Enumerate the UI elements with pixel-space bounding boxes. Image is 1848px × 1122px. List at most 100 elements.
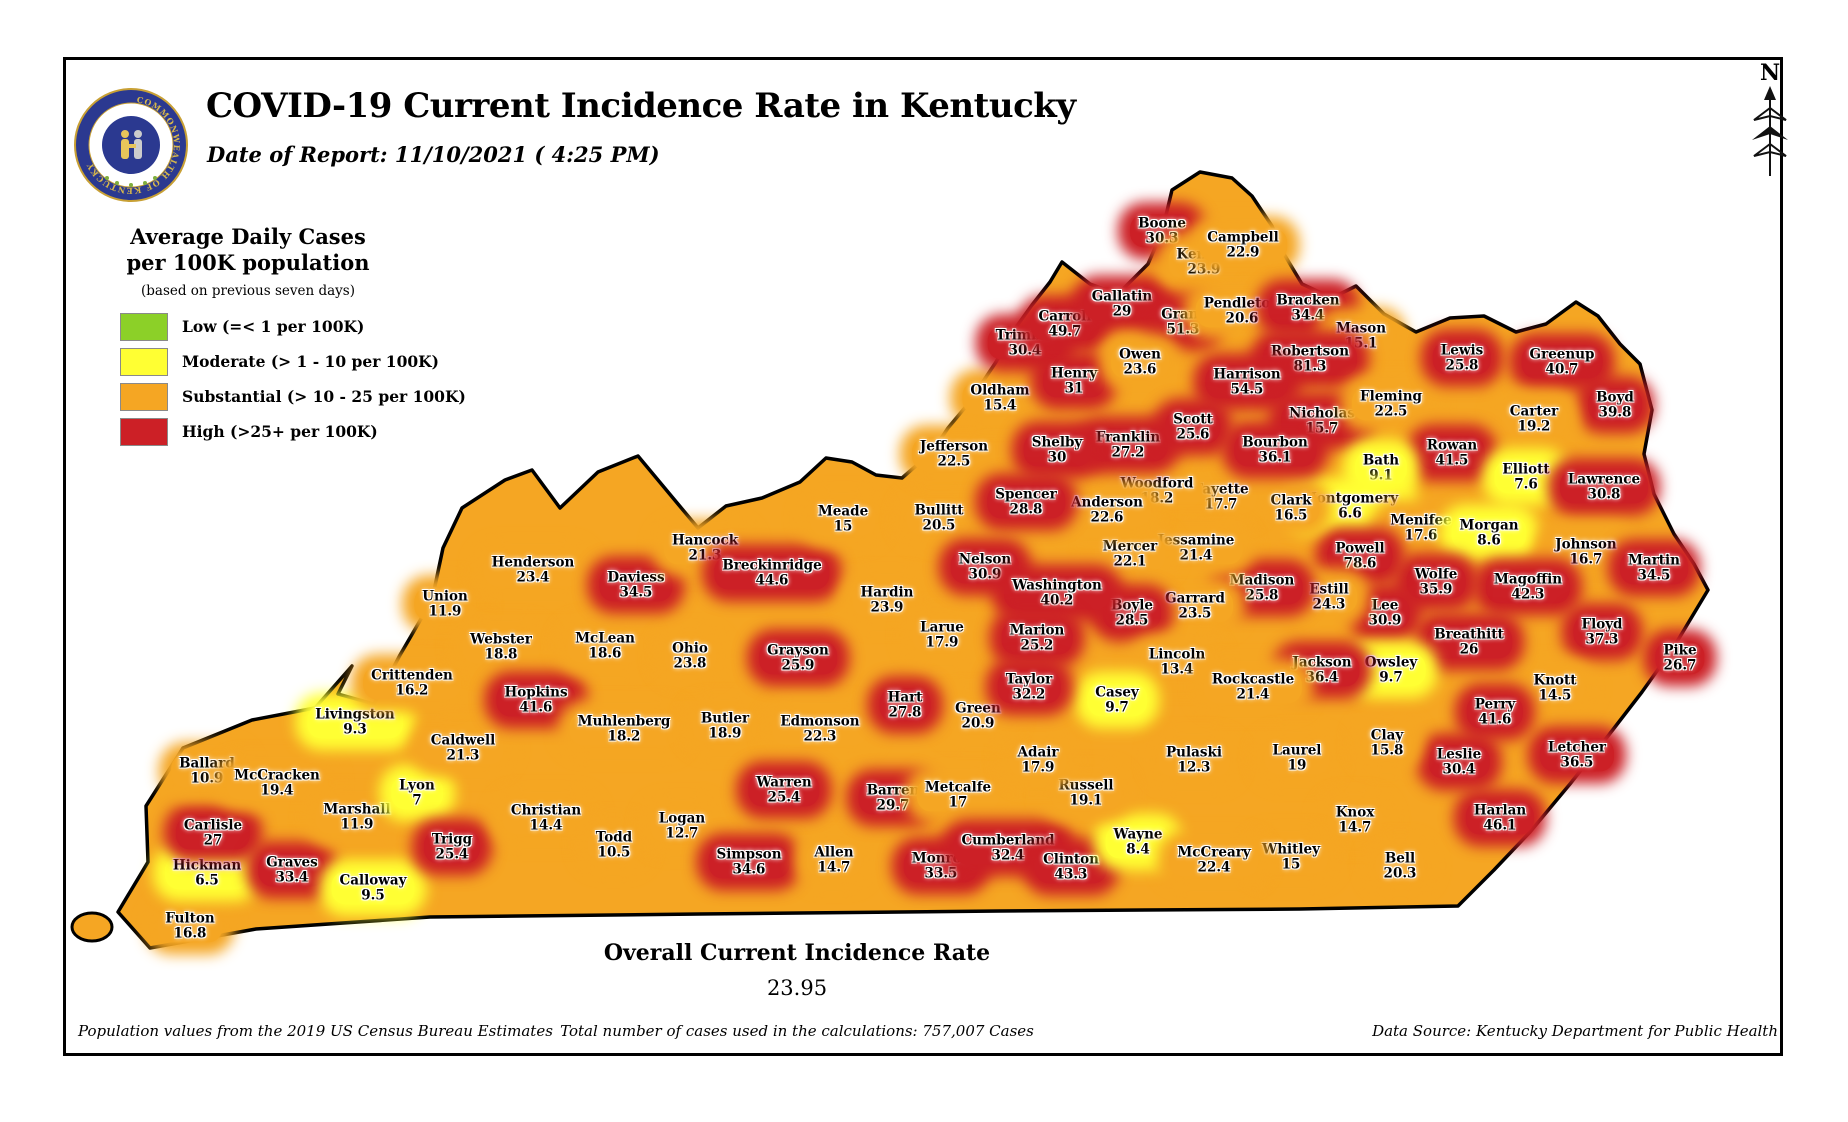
county-incidence-value: 27	[203, 832, 223, 848]
county-larue: Larue 17.9	[912, 618, 972, 652]
county-name: Jessamine	[1157, 532, 1235, 549]
county-incidence-value: 14.5	[1538, 687, 1572, 703]
county-powell: Powell 78.6	[1327, 539, 1393, 573]
county-name: McCreary	[1177, 844, 1251, 861]
county-name: Calloway	[339, 872, 407, 889]
county-name: Woodford	[1120, 475, 1194, 492]
county-name: Pike	[1663, 642, 1697, 659]
county-name: McCracken	[234, 767, 320, 784]
county-owsley: Owsley 9.7	[1356, 653, 1426, 687]
county-incidence-value: 30.4	[1442, 761, 1476, 777]
county-russell: Russell 19.1	[1050, 776, 1122, 810]
county-incidence-value: 78.6	[1343, 555, 1377, 571]
county-clinton: Clinton 43.3	[1035, 850, 1107, 884]
county-incidence-value: 27.8	[888, 704, 922, 720]
county-name: Madison	[1229, 572, 1295, 589]
county-owen: Owen 23.6	[1111, 345, 1169, 379]
county-name: Muhlenberg	[577, 713, 671, 730]
county-incidence-value: 40.2	[1040, 592, 1074, 608]
county-green: Green 20.9	[947, 699, 1009, 733]
county-breathitt: Breathitt 26	[1426, 625, 1512, 659]
county-breckinridge: Breckinridge 44.6	[714, 556, 830, 590]
county-lee: Lee 30.9	[1360, 596, 1410, 630]
county-name: Carter	[1509, 403, 1559, 420]
county-name: Johnson	[1555, 536, 1617, 553]
county-graves: Graves 33.4	[258, 853, 326, 887]
county-name: Ballard	[179, 755, 235, 772]
overall-incidence: Overall Current Incidence Rate 23.95	[397, 940, 1197, 1000]
county-name: Logan	[658, 810, 706, 827]
county-name: Crittenden	[371, 667, 453, 684]
county-incidence-value: 16.7	[1569, 551, 1603, 567]
county-campbell: Campbell 22.9	[1199, 228, 1287, 262]
county-name: Lewis	[1440, 342, 1484, 359]
county-name: Morgan	[1459, 517, 1519, 534]
county-name: Casey	[1095, 684, 1139, 701]
county-mccreary: McCreary 22.4	[1169, 843, 1259, 877]
county-name: Gallatin	[1091, 288, 1153, 305]
county-incidence-value: 22.5	[1374, 403, 1408, 419]
county-incidence-value: 12.3	[1177, 759, 1211, 775]
county-name: Lawrence	[1567, 471, 1641, 488]
county-incidence-value: 29	[1112, 303, 1132, 319]
county-incidence-value: 22.3	[803, 728, 837, 744]
county-mclean: McLean 18.6	[567, 629, 643, 663]
county-name: Livingston	[315, 706, 395, 723]
county-boone: Boone 30.3	[1130, 214, 1194, 248]
county-name: Metcalfe	[924, 779, 992, 796]
county-name: Hancock	[671, 532, 739, 549]
county-name: Lincoln	[1148, 646, 1206, 663]
county-gallatin: Gallatin 29	[1083, 287, 1161, 321]
footer-population-note: Population values from the 2019 US Censu…	[78, 1022, 553, 1040]
county-incidence-value: 25.4	[435, 846, 469, 862]
county-name: Henderson	[491, 554, 575, 571]
county-name: Letcher	[1547, 739, 1607, 756]
county-name: Bracken	[1276, 292, 1340, 309]
north-arrow-label: N	[1759, 60, 1781, 86]
seal-figures	[121, 130, 142, 159]
county-allen: Allen 14.7	[806, 843, 862, 877]
county-name: Franklin	[1095, 429, 1161, 446]
county-name: Washington	[1012, 577, 1102, 594]
county-madison: Madison 25.8	[1221, 571, 1303, 605]
county-name: Henry	[1050, 365, 1098, 382]
county-incidence-value: 35.9	[1419, 581, 1453, 597]
county-boyd: Boyd 39.8	[1588, 388, 1642, 422]
county-incidence-value: 9.5	[361, 887, 385, 903]
county-name: Clark	[1270, 492, 1312, 509]
county-name: Lyon	[399, 777, 435, 794]
county-lincoln: Lincoln 13.4	[1140, 645, 1214, 679]
county-name: Boyd	[1596, 389, 1634, 406]
county-incidence-value: 30.8	[1587, 486, 1621, 502]
county-bell: Bell 20.3	[1375, 849, 1425, 883]
county-incidence-value: 30.9	[968, 566, 1002, 582]
county-name: Bath	[1362, 452, 1400, 469]
county-name: Marshall	[323, 801, 391, 818]
county-incidence-value: 19.2	[1517, 418, 1551, 434]
county-incidence-value: 22.9	[1226, 244, 1260, 260]
county-incidence-value: 30	[1047, 449, 1067, 465]
county-incidence-value: 13.4	[1160, 661, 1194, 677]
county-name: Garrard	[1165, 590, 1225, 607]
county-carter: Carter 19.2	[1501, 402, 1567, 436]
county-name: Adair	[1017, 744, 1059, 761]
county-incidence-value: 30.4	[1008, 342, 1042, 358]
county-name: Hart	[887, 689, 923, 706]
kentucky-seal-graphic: COMMONWEALTH OF KENTUCKY	[74, 88, 188, 202]
county-incidence-value: 31	[1064, 380, 1084, 396]
county-incidence-value: 20.5	[922, 517, 956, 533]
county-incidence-value: 34.5	[619, 584, 653, 600]
county-name: Marion	[1009, 622, 1065, 639]
kentucky-seal: COMMONWEALTH OF KENTUCKY	[72, 86, 190, 204]
county-pulaski: Pulaski 12.3	[1158, 743, 1230, 777]
footer-total-cases: Total number of cases used in the calcul…	[560, 1022, 1034, 1040]
county-name: Todd	[595, 829, 633, 846]
county-incidence-value: 54.5	[1230, 381, 1264, 397]
county-incidence-value: 9.3	[343, 721, 367, 737]
county-name: Hardin	[860, 584, 914, 601]
county-name: Nelson	[958, 551, 1012, 568]
county-name: Fulton	[165, 910, 215, 927]
county-oldham: Oldham 15.4	[962, 381, 1038, 415]
county-name: Nicholas	[1289, 405, 1355, 422]
county-name: Webster	[470, 631, 532, 648]
